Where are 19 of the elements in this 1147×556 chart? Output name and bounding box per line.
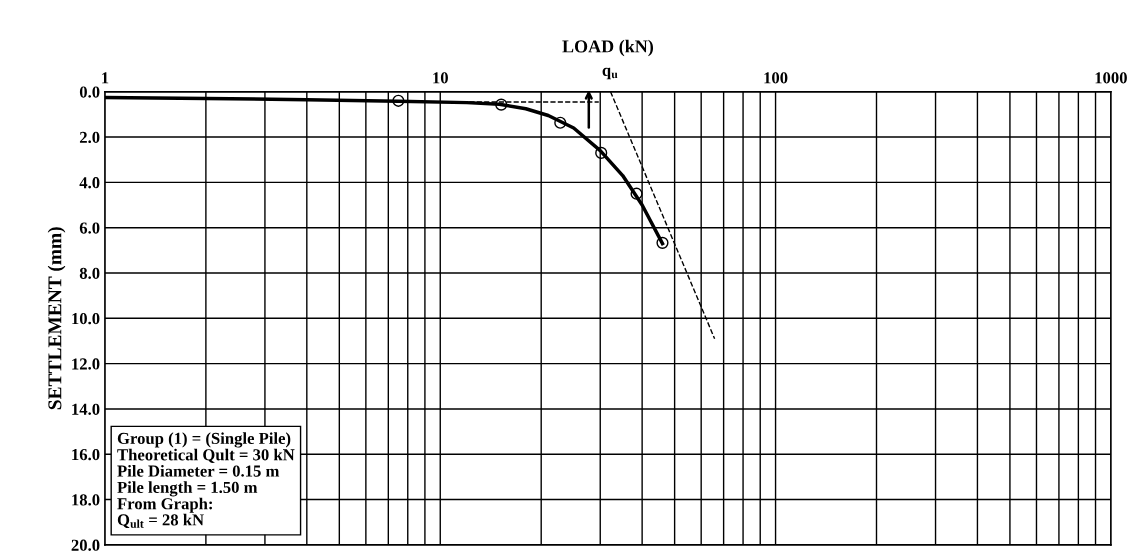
x-tick-label: 100 [764,72,788,84]
x-axis-title: LOAD (kN) [562,39,654,57]
x-tick-label: 1 [102,72,109,84]
text: q$_{u}$ [602,67,618,80]
y-tick-label: 0.0 [79,86,100,98]
y-tick-label: 16.0 [72,448,100,461]
y-tick-label: 8.0 [79,267,100,280]
y-axis-title: SETTLEMENT (mm) [47,227,66,410]
y-tick-label: 18.0 [72,494,100,506]
y-tick-label: 20.0 [71,539,100,551]
annotation: Group (1) = (Single Pile) Theoretical Qult = 30 kN Pile Diameter = 0.15 m Pile length = 1.50 m From Graph: Q$_{ult}$ = 28 kN [117,432,295,529]
y-tick-label: 2.0 [79,131,100,144]
x-tick-label: 10 [433,72,448,84]
y-tick-label: 4.0 [79,177,100,189]
y-tick-label: 6.0 [79,222,100,234]
y-tick-label: 14.0 [72,403,100,415]
y-tick-label: 12.0 [72,358,100,370]
x-tick-label: 1000 [1095,72,1127,84]
y-tick-label: 10.0 [72,313,100,325]
